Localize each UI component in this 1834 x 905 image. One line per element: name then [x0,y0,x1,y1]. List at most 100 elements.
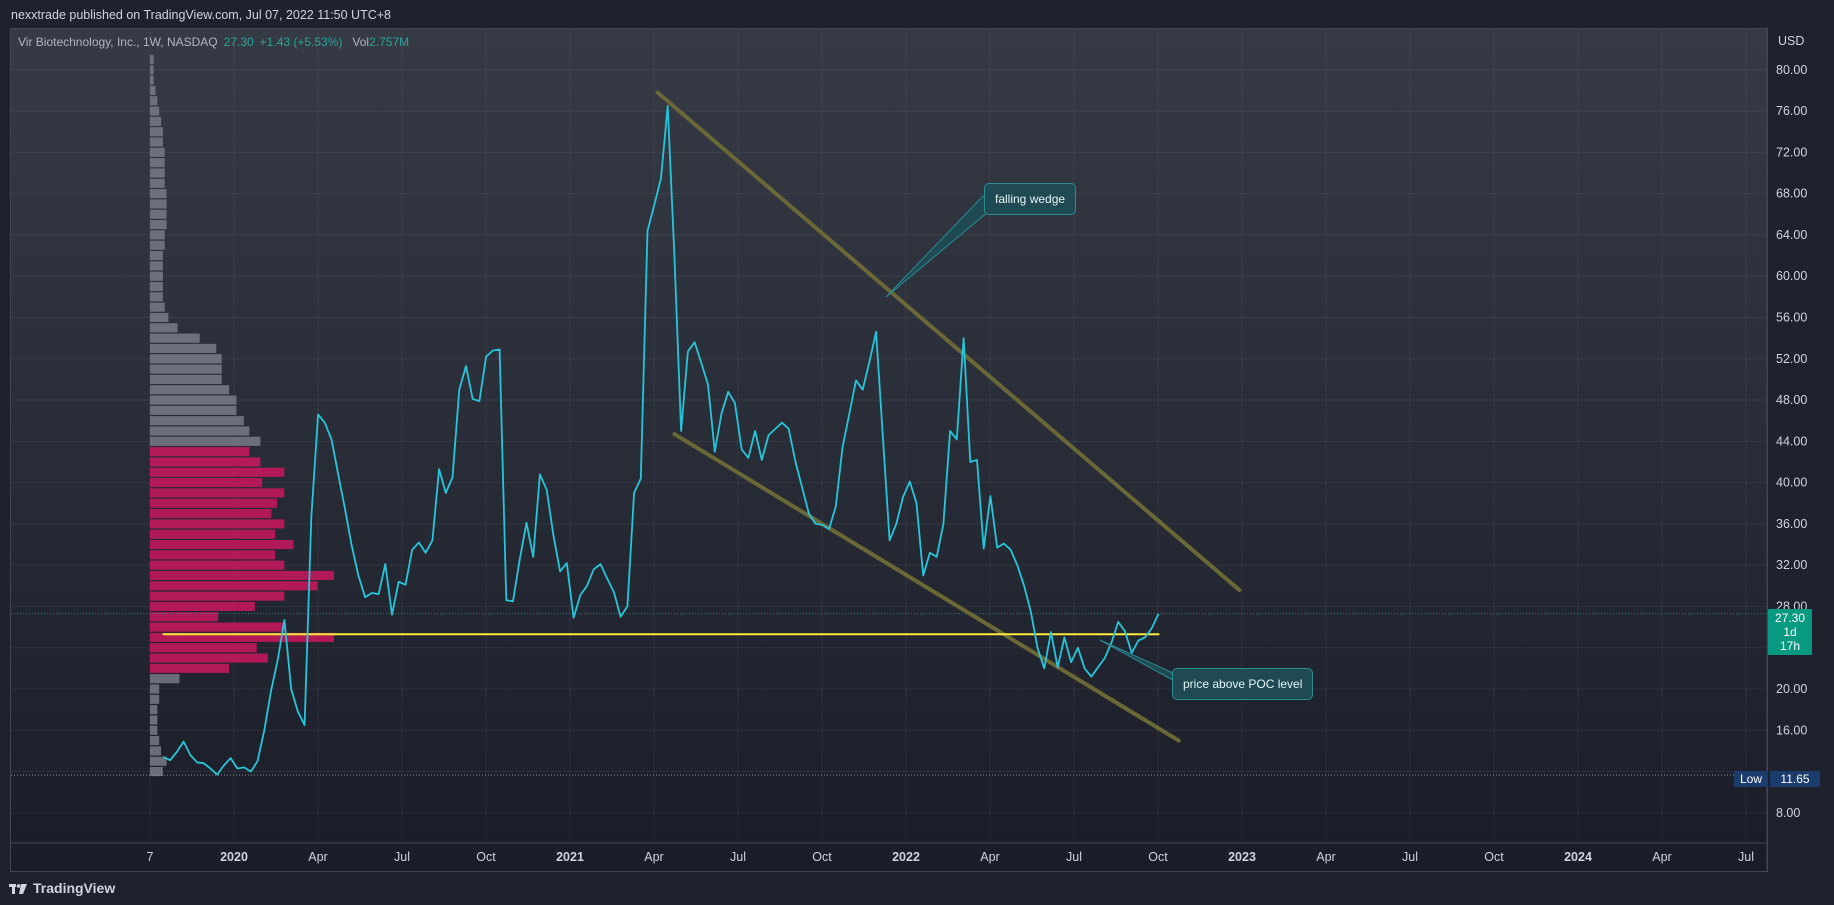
time-tick-label: Jul [730,850,746,864]
volume-profile-bar [150,395,237,405]
price-tick-label: 72.00 [1776,145,1807,159]
time-tick-label: Apr [980,850,999,864]
callout-text: price above POC level [1183,677,1303,691]
time-tick-label: 2024 [1564,850,1592,864]
tradingview-logo-icon [9,882,27,894]
volume-profile-bar [150,127,163,137]
volume-profile-bar [150,488,285,498]
volume-profile-bar [150,684,160,694]
volume-profile-bar [150,509,272,519]
volume-profile-bar [150,230,165,240]
volume-profile-bar [150,746,162,756]
price-tick-label: 60.00 [1776,269,1807,283]
price-tag-countdown: 1d 17h [1779,625,1801,653]
time-tick-label: Apr [308,850,327,864]
volume-profile-bar [150,756,167,766]
volume-profile-bar [150,498,277,508]
volume-profile-bar [150,385,230,395]
callout-poc[interactable]: price above POC level [1172,668,1314,700]
volume-profile-bar [150,374,222,384]
callout-falling-wedge[interactable]: falling wedge [984,183,1077,215]
top-bar: nexxtrade published on TradingView.com, … [0,0,1834,28]
time-tick-label: Jul [1402,850,1418,864]
price-tick-label: 64.00 [1776,228,1807,242]
volume-profile-bar [150,581,318,591]
time-tick-label: 2022 [892,850,920,864]
price-series-line [163,105,1160,776]
price-tick-label: 56.00 [1776,310,1807,324]
price-change: +1.43 (+5.53%) [259,35,343,49]
volume-profile-bar [150,261,163,271]
volume-profile-bar [150,519,285,529]
time-tick-label: Oct [1148,850,1168,864]
chart-area[interactable] [10,28,1768,872]
volume-profile-bar [150,622,285,632]
time-tick-label: Jul [394,850,410,864]
callout-text: falling wedge [995,192,1066,206]
callout-pointer [885,195,996,298]
volume-profile-bar [150,75,154,85]
low-price-tag: Low 11.65 [1734,771,1820,787]
price-tick-label: 76.00 [1776,104,1807,118]
current-price-tag: 27.30 1d 17h [1768,609,1812,655]
volume-profile-bar [150,539,294,550]
callout-pointer [1099,639,1181,685]
volume-value: 2.757M [369,35,410,49]
time-tick-label: Oct [1484,850,1504,864]
volume-profile-bar [150,240,165,250]
volume-profile-bar [150,354,222,364]
symbol-legend[interactable]: Vir Biotechnology, Inc., 1W, NASDAQ 27.3… [18,35,409,49]
volume-profile-bar [150,333,200,343]
volume-profile-bar [150,106,160,116]
volume-profile-bar [150,457,261,467]
volume-profile-bar [150,529,276,539]
volume-profile-bar [150,220,167,230]
volume-profile-bar [150,323,178,333]
low-label: Low [1734,771,1768,787]
volume-profile-bar [150,643,257,653]
wedge-lower [672,432,1181,743]
volume-profile-bar [150,178,165,188]
volume-profile-bar [150,147,165,157]
price-tag-value: 27.30 [1774,611,1806,625]
volume-profile-bar [150,281,163,292]
time-tick-label: 2023 [1228,850,1256,864]
volume-profile-bar [150,601,255,611]
price-tick-label: 20.00 [1776,682,1807,696]
symbol-name[interactable]: Vir Biotechnology, Inc., 1W, NASDAQ [18,35,218,49]
volume-profile-bar [150,591,285,601]
volume-profile-bar [150,550,276,560]
volume-profile-bar [150,767,163,777]
volume-profile-bar [150,137,163,147]
volume-profile-bar [150,632,334,642]
low-value: 11.65 [1770,771,1820,787]
time-tick-label: Apr [1316,850,1335,864]
time-tick-label: Jul [1066,850,1082,864]
tradingview-brand[interactable]: TradingView [9,880,115,896]
price-tick-label: 40.00 [1776,476,1807,490]
brand-name: TradingView [33,880,116,896]
price-tick-label: 8.00 [1776,806,1800,820]
volume-label: Vol [352,35,370,49]
time-tick-label: 2020 [220,850,248,864]
volume-profile-bar [150,612,219,622]
price-tick-label: 68.00 [1776,187,1807,201]
volume-profile-bar [150,705,158,715]
time-tick-label: 2021 [556,850,584,864]
price-tick-label: 48.00 [1776,393,1807,407]
price-tick-label: 44.00 [1776,434,1807,448]
volume-profile-bar [150,674,180,684]
time-tick-label: Oct [812,850,832,864]
volume-profile-bar [150,570,334,581]
time-tick-label: Oct [476,850,496,864]
price-tick-label: 16.00 [1776,723,1807,737]
time-tick-label: Apr [644,850,663,864]
volume-profile-bar [150,426,250,436]
last-price: 27.30 [223,35,254,49]
volume-profile-bar [150,343,217,353]
price-axis-currency: USD [1778,34,1804,48]
volume-profile-bar [150,189,167,199]
volume-profile-bar [150,54,154,65]
volume-profile-bar [150,405,237,415]
